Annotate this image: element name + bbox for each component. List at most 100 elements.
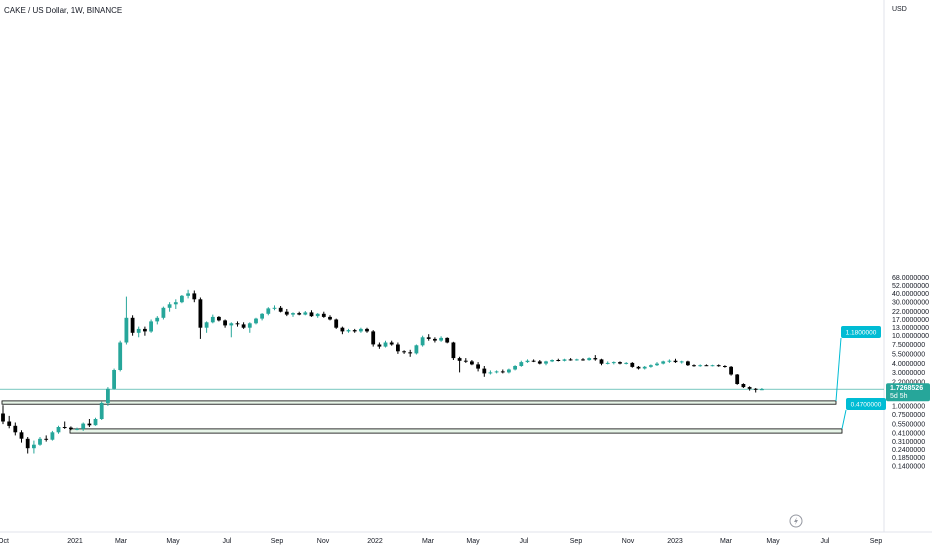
candle-up xyxy=(75,428,79,430)
time-tick-label: Sep xyxy=(271,538,284,545)
candle-down xyxy=(328,316,332,320)
candle-up xyxy=(587,358,592,361)
candle-up xyxy=(50,432,55,440)
candle-down xyxy=(340,327,345,332)
candle-down xyxy=(44,438,49,440)
replay-lightning-icon[interactable] xyxy=(789,514,803,528)
candle-down xyxy=(593,358,598,360)
candle-down xyxy=(321,313,326,317)
candle-down xyxy=(476,364,480,369)
candle-down xyxy=(500,371,505,373)
candle-up xyxy=(383,342,388,347)
candle-down xyxy=(636,366,641,369)
current-price-value: 1.7268526 xyxy=(890,385,923,392)
time-axis[interactable]: Oct 2021 Mar May Jul Sep Nov 2022 Mar May Jul Sep No… xyxy=(0,538,882,545)
candle-up xyxy=(155,317,160,322)
support-zone[interactable] xyxy=(69,428,843,434)
candle-down xyxy=(599,359,604,364)
candle-down xyxy=(741,384,746,388)
candle-down xyxy=(13,425,18,433)
candle-down xyxy=(445,337,450,343)
price-tick-label: 4.0000000 xyxy=(892,361,925,368)
candlestick-series xyxy=(1,289,764,454)
candle-up xyxy=(32,444,36,449)
candle-down xyxy=(396,344,400,352)
candle-up xyxy=(303,312,308,315)
candle-down xyxy=(223,320,227,326)
candle-up xyxy=(550,360,554,362)
candle-down xyxy=(284,311,289,315)
time-tick-label: May xyxy=(766,538,780,545)
price-tick-label: 3.0000000 xyxy=(892,370,925,377)
candle-up xyxy=(106,388,110,403)
zone-callout-label: 0.4700000 xyxy=(851,402,882,409)
candle-down xyxy=(278,307,283,312)
time-tick-label: 2022 xyxy=(367,538,383,545)
support-zone[interactable] xyxy=(1,400,837,405)
candle-up xyxy=(291,313,295,315)
candle-down xyxy=(377,344,382,347)
candle-up xyxy=(494,371,499,373)
price-tick-label: 17.0000000 xyxy=(892,317,929,324)
candle-down xyxy=(69,427,73,429)
candle-up xyxy=(124,317,129,343)
candle-down xyxy=(723,366,727,367)
candle-down xyxy=(463,360,468,362)
candle-down xyxy=(747,387,752,389)
candle-down xyxy=(1,413,5,422)
candle-down xyxy=(143,328,147,332)
candle-down xyxy=(297,313,302,315)
candle-up xyxy=(112,370,116,389)
candle-up xyxy=(649,365,653,367)
price-tick-label: 2.2000000 xyxy=(892,379,925,386)
candle-up xyxy=(698,365,703,367)
candle-up xyxy=(414,345,419,354)
time-tick-label: Jul xyxy=(520,538,529,545)
time-tick-label: Sep xyxy=(870,538,883,545)
candle-up xyxy=(519,362,524,366)
candle-down xyxy=(729,366,733,375)
candle-down xyxy=(482,368,487,374)
time-tick-label: Nov xyxy=(317,538,330,545)
candle-down xyxy=(19,432,24,439)
candle-up xyxy=(513,366,517,370)
currency-label: USD xyxy=(892,6,907,13)
candle-down xyxy=(25,438,30,449)
candle-up xyxy=(655,363,659,366)
candle-up xyxy=(247,323,252,328)
chart-title: CAKE / US Dollar, 1W, BINANCE xyxy=(4,6,123,15)
current-price-tag: 1.7268526 5d 5h xyxy=(886,383,930,402)
candle-down xyxy=(716,365,721,367)
candle-down xyxy=(618,362,622,364)
price-tick-label: 0.1850000 xyxy=(892,455,925,462)
candle-down xyxy=(241,324,246,328)
price-tick-label: 0.4100000 xyxy=(892,431,925,438)
candle-down xyxy=(457,358,462,361)
candle-down xyxy=(389,342,394,345)
candle-up xyxy=(710,365,715,367)
zone-callout-label: 1.1800000 xyxy=(846,330,877,337)
candle-down xyxy=(581,359,585,361)
candle-down xyxy=(568,359,573,361)
price-tick-label: 0.2400000 xyxy=(892,447,925,454)
zone-callout-box[interactable] xyxy=(841,326,881,338)
candle-down xyxy=(630,362,635,367)
candle-up xyxy=(439,337,443,341)
price-tick-label: 52.0000000 xyxy=(892,283,929,290)
price-tick-label: 10.0000000 xyxy=(892,333,929,340)
candle-down xyxy=(371,331,376,345)
time-tick-label: Mar xyxy=(115,538,128,545)
candle-up xyxy=(574,359,579,361)
zone-callout-box[interactable] xyxy=(846,398,886,410)
price-tick-label: 7.5000000 xyxy=(892,342,925,349)
candle-up xyxy=(488,372,493,374)
candle-down xyxy=(556,360,561,361)
candle-up xyxy=(315,313,320,317)
price-tick-label: 68.0000000 xyxy=(892,275,929,282)
candle-down xyxy=(365,328,369,332)
price-tick-label: 0.1400000 xyxy=(892,463,925,470)
candle-up xyxy=(624,362,629,364)
price-tick-label: 40.0000000 xyxy=(892,291,929,298)
candle-down xyxy=(692,365,696,367)
